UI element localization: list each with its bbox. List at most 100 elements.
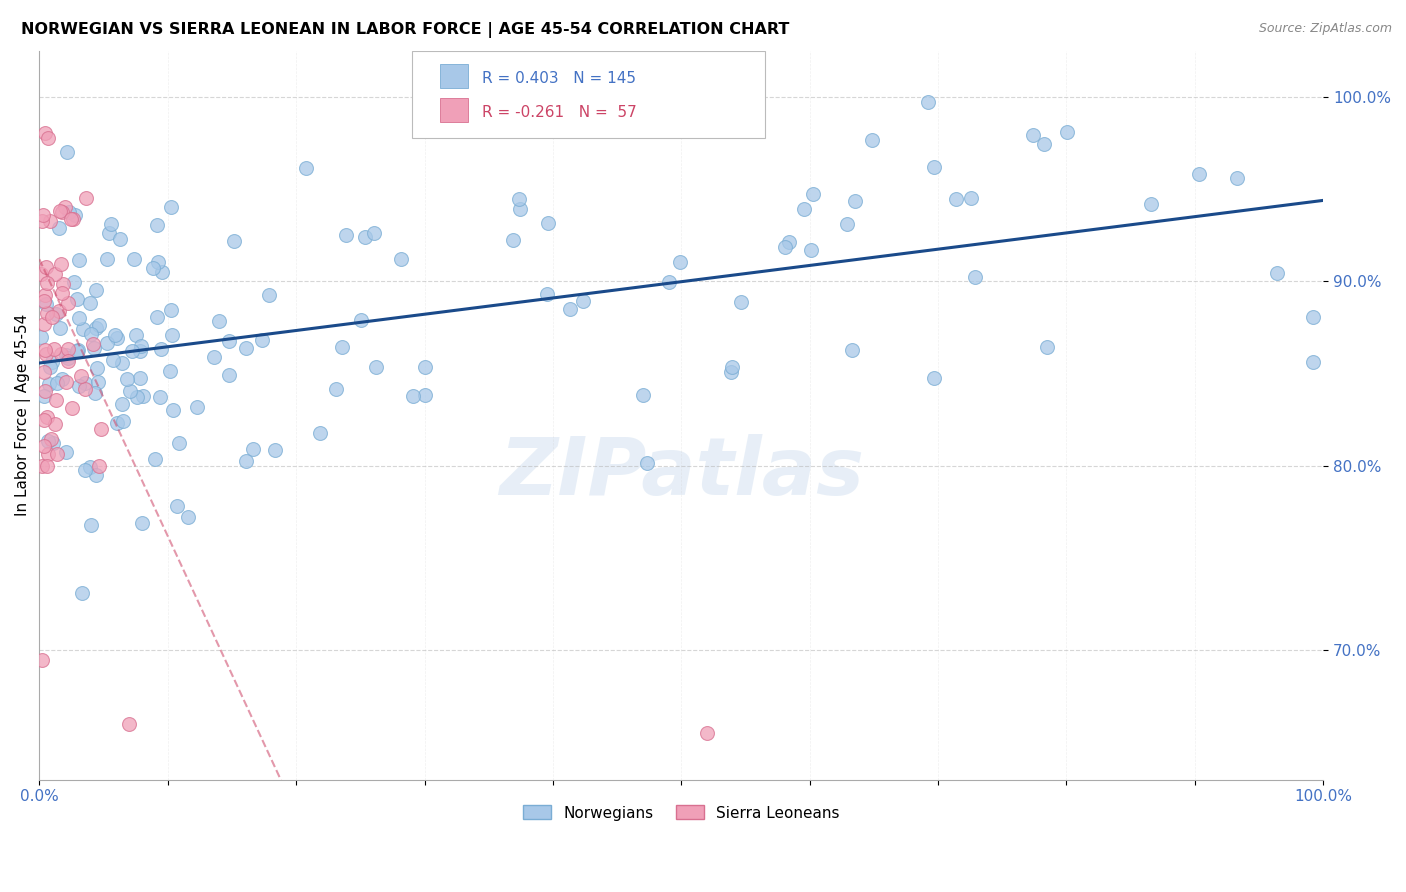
Point: [38, 214, 60, 228]
Point: [166, 499, 188, 513]
Point: [235, 341, 257, 355]
Point: [35, 347, 58, 361]
Point: [38, 360, 60, 375]
Point: [55, 444, 77, 458]
Point: [801, 186, 824, 201]
Point: [62, 211, 84, 226]
Point: [121, 343, 143, 358]
Legend: Norwegians, Sierra Leoneans: Norwegians, Sierra Leoneans: [517, 799, 845, 827]
Point: [63, 276, 86, 290]
Point: [309, 425, 332, 440]
Point: [125, 327, 148, 342]
Point: [413, 388, 436, 402]
Point: [87, 318, 110, 332]
Point: [835, 217, 858, 231]
Point: [49, 204, 72, 219]
Point: [720, 365, 742, 379]
Point: [37, 276, 59, 290]
Point: [922, 370, 945, 384]
Point: [778, 235, 800, 249]
Point: [1139, 196, 1161, 211]
Point: [149, 390, 172, 404]
Point: [66, 344, 89, 359]
Point: [51, 372, 73, 386]
Point: [66, 343, 89, 358]
Point: [48, 220, 70, 235]
Point: [389, 252, 412, 267]
Point: [773, 239, 796, 253]
FancyBboxPatch shape: [440, 64, 468, 87]
Point: [115, 372, 138, 386]
Point: [537, 216, 560, 230]
Point: [60, 211, 83, 226]
Point: [79, 295, 101, 310]
Point: [1035, 340, 1057, 354]
Point: [90, 422, 112, 436]
Point: [1302, 310, 1324, 324]
Point: [72, 586, 94, 600]
Point: [222, 235, 245, 249]
Point: [52, 277, 75, 292]
Point: [75, 382, 97, 396]
Point: [30, 267, 52, 281]
Point: [208, 314, 231, 328]
Point: [1188, 167, 1211, 181]
Point: [160, 328, 183, 343]
Point: [1265, 266, 1288, 280]
Point: [49, 257, 72, 271]
Point: [259, 287, 281, 301]
Point: [45, 393, 67, 408]
Point: [146, 219, 169, 233]
Point: [218, 368, 240, 382]
Point: [509, 202, 531, 217]
Point: [44, 417, 66, 432]
Point: [560, 302, 582, 317]
Point: [169, 436, 191, 450]
Point: [35, 306, 58, 320]
Point: [44, 342, 66, 356]
Point: [58, 204, 80, 219]
Point: [75, 376, 97, 390]
Point: [125, 391, 148, 405]
Point: [55, 375, 77, 389]
Point: [32, 208, 55, 222]
Point: [959, 191, 981, 205]
Point: [294, 161, 316, 176]
Point: [101, 352, 124, 367]
Point: [41, 433, 63, 447]
Point: [65, 292, 87, 306]
Point: [46, 376, 69, 391]
Point: [354, 230, 377, 244]
Point: [32, 389, 55, 403]
Point: [118, 717, 141, 731]
Point: [1226, 171, 1249, 186]
Point: [44, 267, 66, 281]
Point: [129, 338, 152, 352]
Point: [162, 403, 184, 417]
Point: [111, 397, 134, 411]
Point: [963, 269, 986, 284]
Point: [86, 360, 108, 375]
Point: [508, 192, 530, 206]
Point: [80, 326, 103, 341]
Point: [72, 322, 94, 336]
Point: [131, 516, 153, 530]
Text: ZIPatlas: ZIPatlas: [499, 434, 863, 513]
Point: [104, 328, 127, 343]
Point: [38, 377, 60, 392]
Point: [402, 389, 425, 403]
Point: [73, 463, 96, 477]
Point: [83, 341, 105, 355]
Point: [48, 303, 70, 318]
Point: [159, 364, 181, 378]
Point: [63, 208, 86, 222]
Point: [150, 342, 173, 356]
Point: [800, 243, 823, 257]
Point: [45, 307, 67, 321]
Point: [131, 389, 153, 403]
Point: [49, 347, 72, 361]
Point: [83, 385, 105, 400]
Point: [67, 253, 90, 268]
Point: [46, 447, 69, 461]
Point: [335, 228, 357, 243]
